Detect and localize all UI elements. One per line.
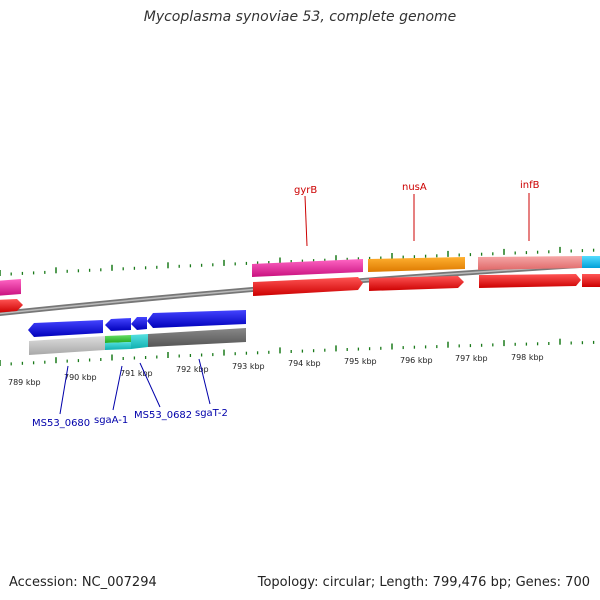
cds-sgaA-1-b[interactable] (131, 317, 147, 330)
gene-sgaA-1-teal[interactable] (105, 342, 131, 350)
label-gyrB[interactable]: gyrB (294, 185, 317, 196)
gene-right-cyan (582, 256, 600, 268)
scale-label: 798 kbp (511, 353, 544, 362)
label-MS53_0682[interactable]: MS53_0682 (134, 410, 192, 421)
MS53_0680-leader (59, 365, 69, 415)
cds-nusA[interactable] (369, 276, 464, 291)
scale-label: 794 kbp (288, 359, 321, 368)
gene-sgaT-2[interactable] (148, 328, 246, 347)
scale-label: 795 kbp (344, 357, 377, 366)
scale-label: 792 kbp (176, 365, 209, 374)
gene-infB-upper[interactable] (478, 256, 582, 270)
gyrB-leader (304, 195, 308, 247)
label-infB[interactable]: infB (520, 180, 540, 191)
genome-summary-text: Topology: circular; Length: 799,476 bp; … (257, 575, 590, 590)
gene-left-pink (0, 279, 21, 296)
MS53_0682-leader (139, 362, 161, 408)
scale-label: 790 kbp (64, 373, 97, 382)
inner-tick-row (0, 338, 595, 366)
gene-MS53_0682[interactable] (131, 334, 148, 349)
cds-gyrB[interactable] (253, 277, 363, 296)
scale-label: 797 kbp (455, 354, 488, 363)
gene-sgaA-1-green[interactable] (105, 335, 131, 343)
outer-tick-row (0, 246, 595, 276)
label-MS53_0680[interactable]: MS53_0680 (32, 418, 90, 429)
accession-text: Accession: NC_007294 (9, 575, 157, 590)
cds-right-red (582, 274, 600, 287)
cds-infB[interactable] (479, 274, 581, 288)
gene-nusA-upper[interactable] (368, 257, 465, 272)
map-title: Mycoplasma synoviae 53, complete genome (143, 9, 457, 25)
cds-sgaT-2[interactable] (147, 310, 246, 328)
label-nusA[interactable]: nusA (402, 182, 427, 193)
scale-label: 791 kbp (120, 369, 153, 378)
scale-label: 789 kbp (8, 378, 41, 387)
scale-label: 796 kbp (400, 356, 433, 365)
label-sgaT-2[interactable]: sgaT-2 (195, 408, 228, 419)
cds-left-red (0, 299, 23, 313)
sgaA-1-leader (112, 365, 123, 411)
scale-label: 793 kbp (232, 362, 265, 371)
gene-gyrB-upper[interactable] (252, 259, 363, 277)
label-sgaA-1[interactable]: sgaA-1 (94, 415, 128, 426)
gene-MS53_0680[interactable] (29, 336, 105, 355)
cds-MS53_0680[interactable] (28, 320, 103, 337)
cds-sgaA-1-a[interactable] (105, 318, 131, 331)
sgaT-2-leader (198, 358, 211, 405)
